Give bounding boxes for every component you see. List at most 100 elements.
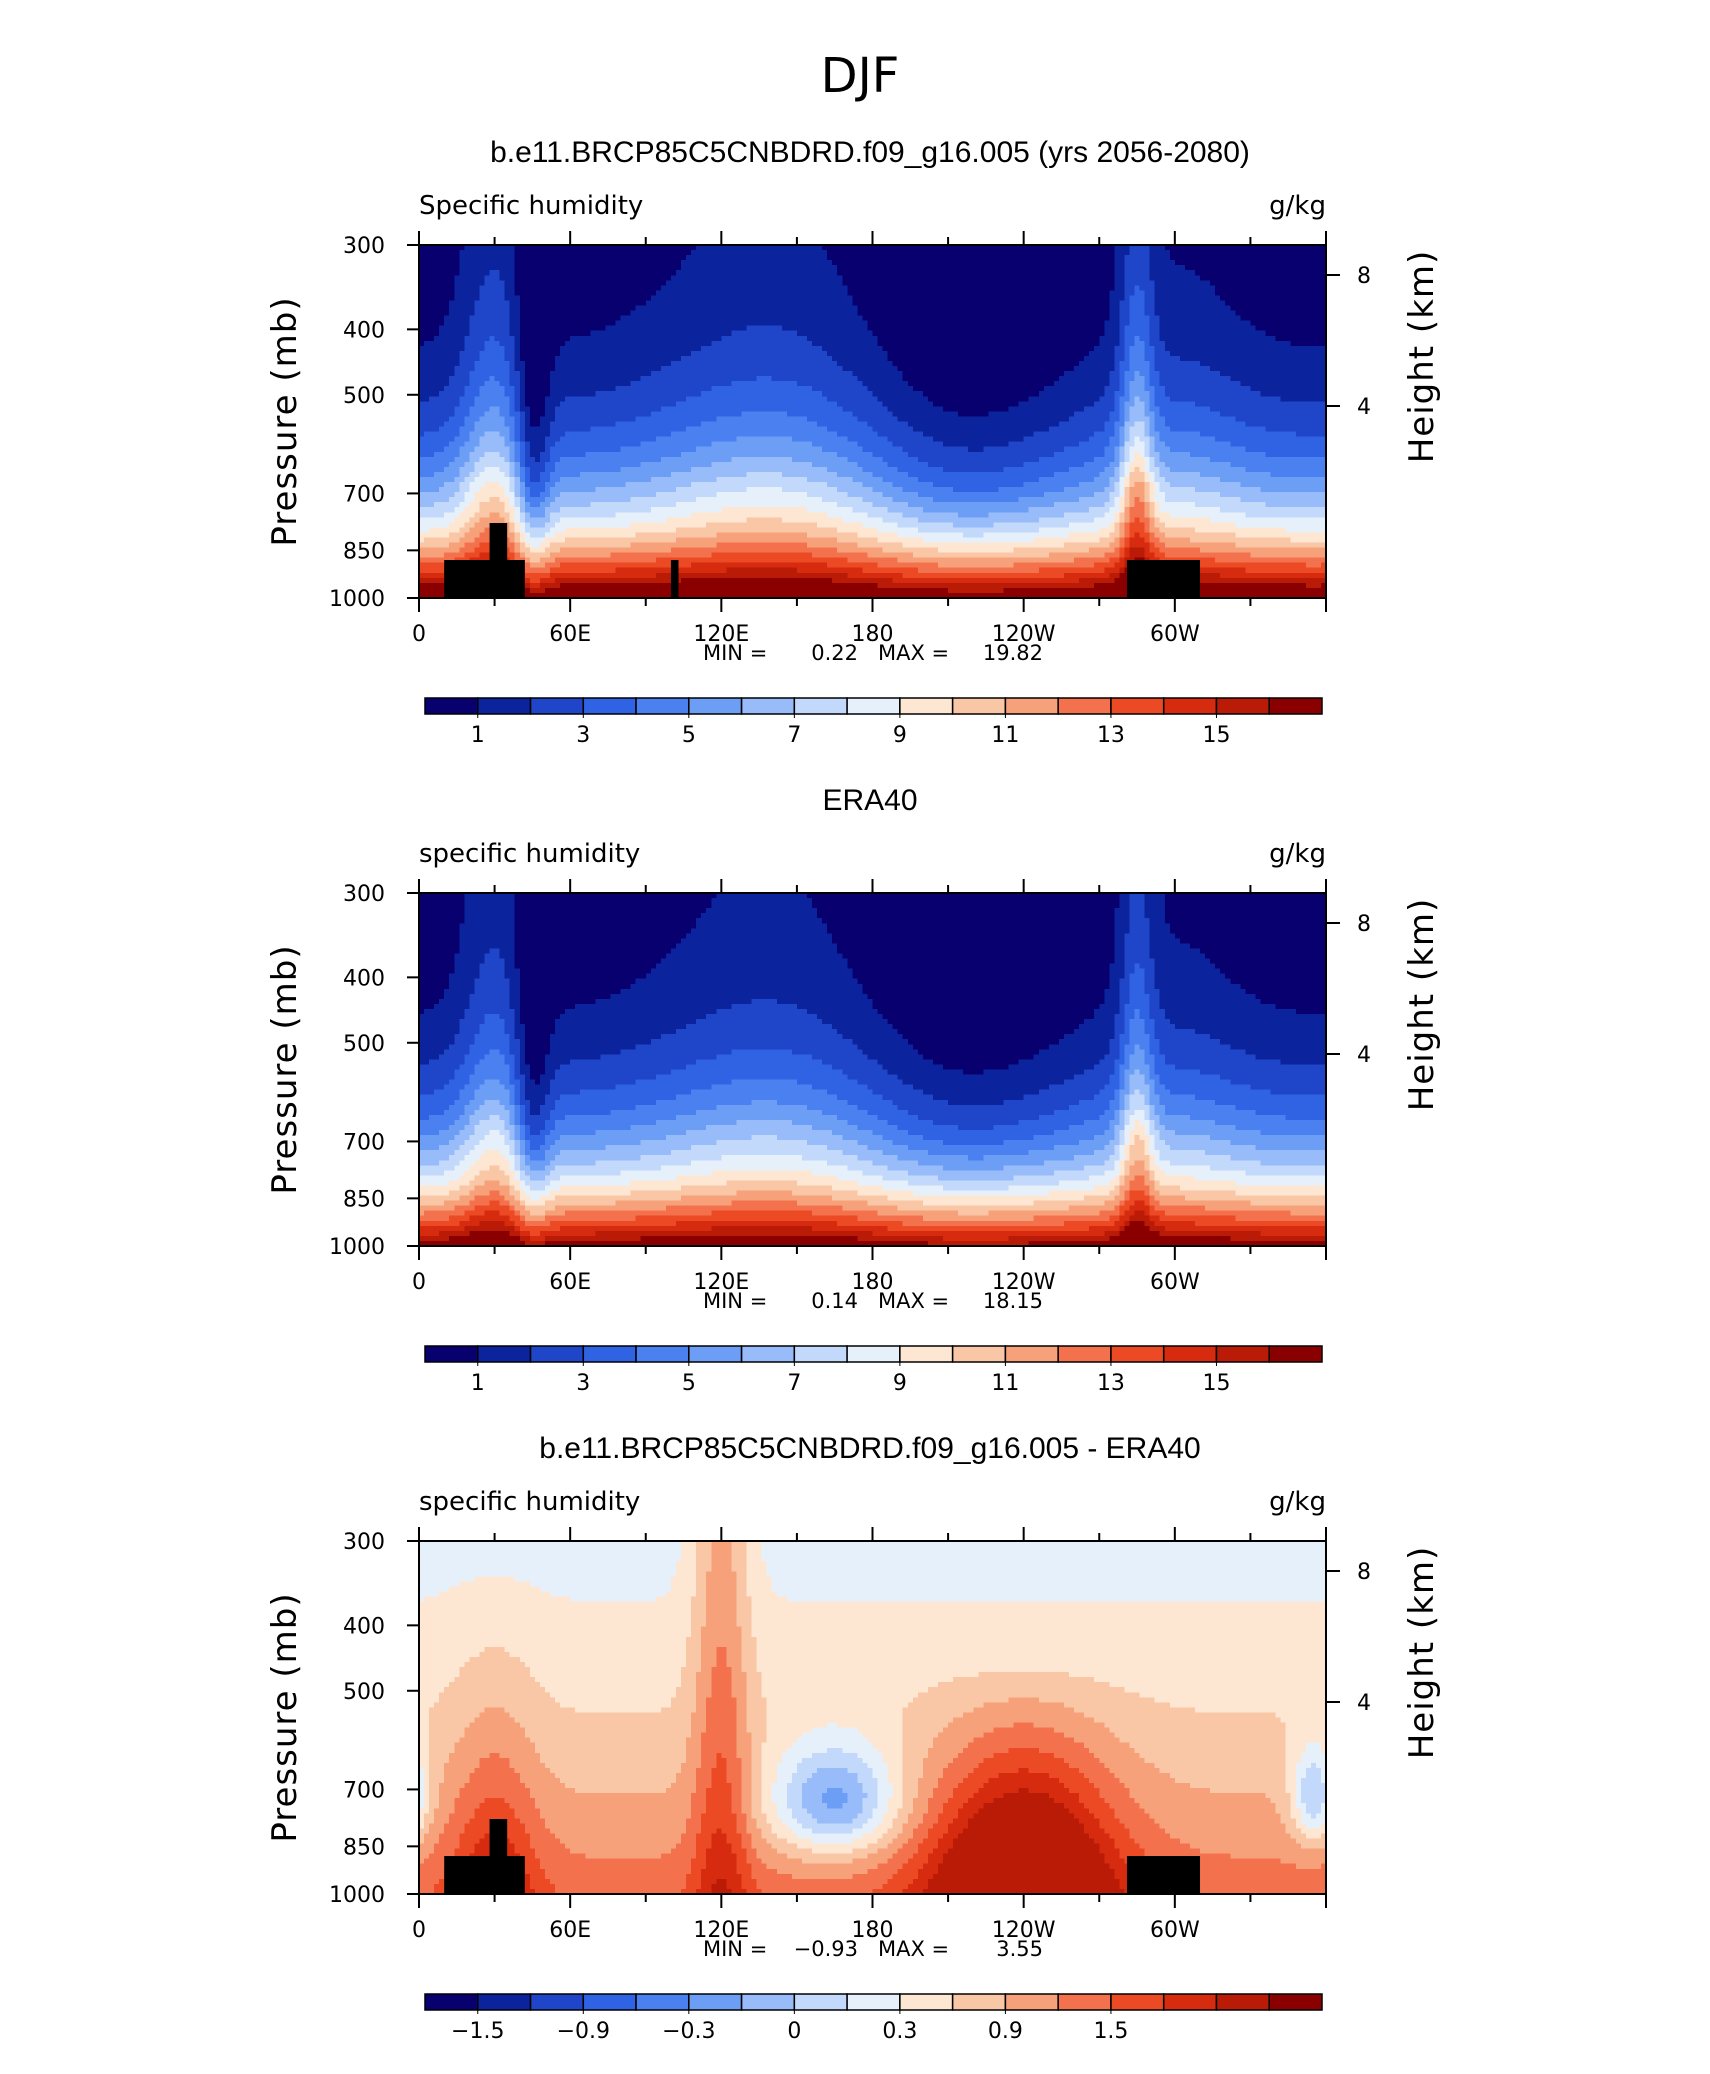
heatmap-cell: [514, 963, 657, 970]
heatmap-cell: [449, 1682, 541, 1688]
heatmap-cell: [852, 1039, 909, 1045]
heatmap-cell: [716, 492, 808, 498]
heatmap-cell: [419, 1586, 450, 1593]
heatmap-cell: [1129, 1150, 1146, 1156]
heatmap-cell: [514, 355, 521, 362]
heatmap-cell: [670, 1697, 697, 1703]
heatmap-cell: [927, 1687, 1126, 1693]
heatmap-cell: [1129, 366, 1151, 372]
heatmap-cell: [1114, 1094, 1121, 1101]
heatmap-cell: [847, 290, 1110, 297]
heatmap-cell: [1104, 320, 1121, 327]
heatmap-cell: [1028, 507, 1090, 513]
heatmap-cell: [1053, 1798, 1080, 1804]
heatmap-cell: [736, 1737, 753, 1744]
heatmap-cell: [696, 1707, 707, 1714]
heatmap-cell: [1124, 386, 1131, 392]
heatmap-cell: [419, 1150, 455, 1156]
heatmap-cell: [761, 1783, 773, 1789]
heatmap-cell: [1109, 542, 1121, 549]
heatmap-cell: [1230, 1140, 1327, 1146]
heatmap-cell: [509, 1089, 516, 1096]
heatmap-cell: [469, 456, 481, 463]
heatmap-cell: [1144, 893, 1166, 899]
y2-tick-label: 8: [1357, 912, 1371, 937]
heatmap-cell: [419, 381, 450, 387]
heatmap-cell: [1129, 1828, 1166, 1835]
heatmap-cell: [635, 1104, 717, 1111]
heatmap-cell: [479, 1104, 506, 1111]
heatmap-cell: [479, 1651, 511, 1658]
heatmap-cell: [444, 1762, 481, 1769]
heatmap-cell: [1149, 512, 1156, 518]
heatmap-cell: [429, 1757, 450, 1764]
heatmap-cell: [791, 1119, 848, 1126]
heatmap-cell: [696, 1541, 712, 1547]
heatmap-cell: [419, 517, 455, 523]
heatmap-cell: [509, 1165, 516, 1171]
heatmap-cell: [544, 446, 551, 453]
heatmap-cell: [1119, 330, 1126, 337]
heatmap-cell: [419, 893, 465, 899]
heatmap-cell: [474, 300, 511, 307]
y-tick-label: 1000: [329, 1235, 385, 1260]
heatmap-cell: [892, 1140, 944, 1146]
heatmap-cell: [832, 1024, 894, 1030]
heatmap-cell: [1053, 381, 1110, 387]
heatmap-cell: [1250, 320, 1327, 327]
heatmap-cell: [635, 1044, 858, 1050]
heatmap-cell: [691, 1813, 702, 1819]
colorbar-label: −0.9: [557, 2019, 610, 2044]
heatmap-cell: [1124, 1200, 1136, 1207]
heatmap-cell: [696, 1843, 712, 1850]
heatmap-cell: [726, 1762, 743, 1769]
heatmap-cell: [449, 1044, 470, 1050]
heatmap-cell: [550, 446, 622, 453]
heatmap-cell: [741, 1793, 753, 1799]
heatmap-cell: [519, 582, 531, 589]
heatmap-cell: [419, 908, 465, 914]
heatmap-cell: [1320, 1823, 1327, 1830]
heatmap-cell: [701, 1656, 717, 1663]
heatmap-cell: [509, 315, 521, 322]
heatmap-cell: [1124, 1079, 1131, 1086]
heatmap-cell: [519, 295, 652, 302]
heatmap-cell: [519, 1853, 536, 1860]
heatmap-cell: [1154, 295, 1221, 302]
y2-tick-label: 4: [1357, 1691, 1371, 1716]
heatmap-cell: [751, 1873, 793, 1880]
heatmap-cell: [726, 1180, 798, 1187]
heatmap-cell: [1129, 1029, 1146, 1035]
heatmap-cell: [1139, 1014, 1151, 1020]
heatmap-cell: [1119, 547, 1126, 554]
heatmap-cell: [560, 1135, 667, 1141]
heatmap-cell: [489, 1049, 501, 1055]
heatmap-cell: [827, 923, 1115, 929]
heatmap-cell: [459, 471, 470, 478]
heatmap-cell: [514, 1074, 526, 1081]
heatmap-cell: [1134, 1089, 1141, 1096]
heatmap-cell: [902, 487, 954, 493]
heatmap-cell: [832, 938, 1115, 945]
heatmap-cell: [1149, 1190, 1161, 1197]
heatmap-cell: [892, 482, 934, 488]
heatmap-cell: [867, 1054, 924, 1061]
heatmap-cell: [1043, 1160, 1105, 1166]
heatmap-cell: [1119, 1205, 1131, 1212]
heatmap-cell: [449, 1235, 521, 1242]
heatmap-cell: [509, 1064, 516, 1071]
heatmap-cell: [419, 542, 450, 549]
heatmap-cell: [635, 305, 858, 312]
heatmap-cell: [696, 1833, 712, 1840]
heatmap-cell: [1149, 1210, 1166, 1217]
heatmap-cell: [1164, 1828, 1287, 1835]
heatmap-cell: [746, 1687, 763, 1693]
heatmap-cell: [691, 1793, 707, 1799]
heatmap-cell: [1134, 451, 1141, 458]
x-tick-label: 120W: [992, 1918, 1056, 1943]
heatmap-cell: [761, 1672, 979, 1678]
heatmap-cell: [872, 1813, 884, 1819]
heatmap-cell: [827, 482, 864, 488]
heatmap-cell: [927, 1747, 964, 1754]
heatmap-cell: [832, 1195, 889, 1202]
